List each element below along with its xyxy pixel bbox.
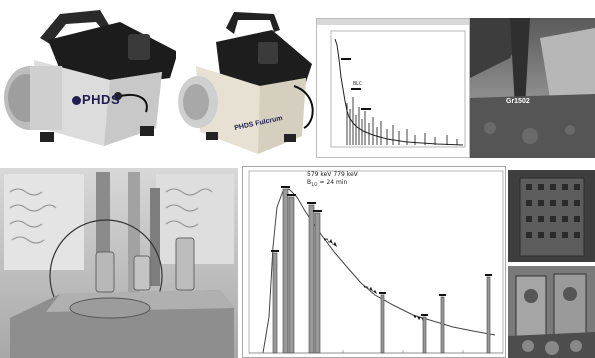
spectrum-annotation: 579 keV 779 keV B1/2 = 24 min (307, 171, 358, 189)
site-caption: Gr1502 (506, 98, 530, 105)
gamma-spectrum-chart: 579 keV 779 keV B1/2 = 24 min (242, 166, 506, 358)
annotation-line-2: B1/2 = 24 min (307, 179, 348, 188)
lab-sample-photo (0, 168, 238, 358)
brand-logo-left: PHDS (72, 92, 120, 107)
detector-photo-left: PHDS (0, 0, 182, 160)
hot-cell-photo-bottom (508, 266, 595, 358)
spectrum-plot-top: BLC (316, 18, 470, 158)
reactor-site-photo: Gr1502 (470, 18, 595, 158)
detector-photo-right: PHDS Fulcrum (176, 6, 316, 162)
spectrum-marker-label: BLC (353, 81, 363, 87)
annotation-line-1: 579 keV 779 keV (307, 171, 358, 178)
hot-cell-photo-top (508, 170, 595, 262)
